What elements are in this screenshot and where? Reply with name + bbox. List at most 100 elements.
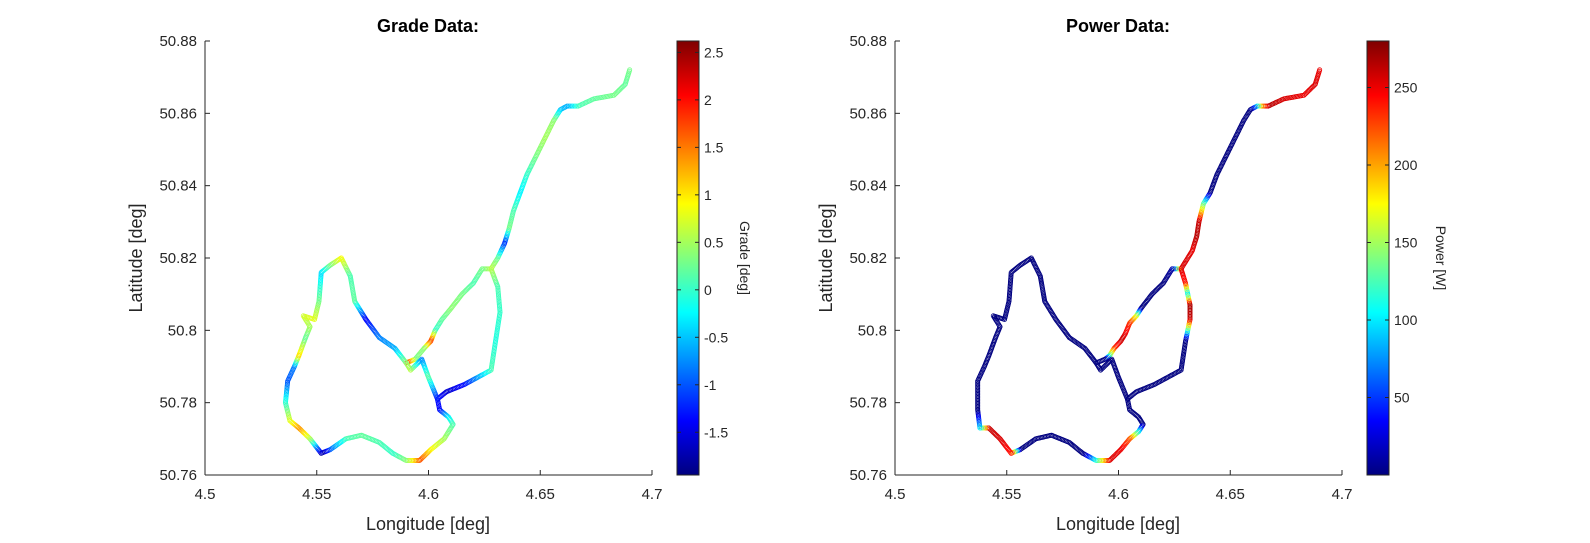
data-point (1018, 261, 1024, 267)
data-point (1023, 258, 1029, 264)
colorbar-tick-label: 50 (1394, 390, 1410, 406)
data-point (333, 258, 339, 264)
x-tick-label: 4.55 (302, 486, 331, 503)
data-point (496, 300, 502, 306)
colorbar-label: Grade [deg] (737, 221, 753, 295)
y-tick-label: 50.78 (159, 395, 197, 412)
data-point (327, 262, 333, 268)
data-point (496, 297, 502, 303)
y-tick-label: 50.88 (159, 33, 197, 50)
axes: 4.5 4.55 4.6 4.65 4.7 50.76 50.78 50.8 50.82 50.8… (159, 33, 662, 503)
axes: 4.5 4.55 4.6 4.65 4.7 50.76 50.78 50.8 50.82 50.8… (849, 33, 1352, 503)
x-tick-label: 4.5 (885, 486, 906, 503)
data-point (495, 289, 501, 295)
y-tick-label: 50.86 (849, 105, 887, 122)
power-chart: Power Data: 4.5 4.55 4.6 4.65 4.7 50.76 50.78 5… (816, 16, 1449, 534)
data-point (328, 446, 334, 452)
chart-title: Grade Data: (377, 16, 479, 36)
colorbar-label: Power [W] (1433, 226, 1449, 291)
y-tick-label: 50.82 (159, 250, 197, 267)
data-point (497, 308, 503, 314)
chart-title: Power Data: (1066, 16, 1170, 36)
data-point (612, 91, 618, 97)
data-point (975, 379, 981, 385)
data-point (575, 103, 581, 109)
y-tick-label: 50.84 (159, 178, 197, 195)
data-point (496, 293, 502, 299)
data-point (335, 257, 341, 263)
data-point (1256, 103, 1262, 109)
data-point (570, 103, 576, 109)
y-tick-label: 50.76 (849, 467, 887, 484)
data-point (328, 261, 334, 267)
colorbar-tick-label: 250 (1394, 80, 1418, 96)
data-point (567, 103, 573, 109)
colorbar-tick-label: 0.5 (704, 234, 724, 250)
data-point (1022, 259, 1028, 265)
data-point (332, 259, 338, 265)
grade-chart: Grade Data: 4.5 4.55 4.6 4.65 4.7 50.76 50.78 5… (126, 16, 753, 534)
colorbar-tick-label: 2.5 (704, 44, 724, 60)
y-tick-label: 50.8 (168, 322, 197, 339)
data-point (496, 301, 502, 307)
x-tick-label: 4.55 (992, 486, 1021, 503)
data-point (405, 458, 411, 464)
colorbar-tick-label: 1 (704, 187, 712, 203)
data-point (495, 284, 501, 290)
colorbar: 50 100 150 200 250 (1366, 40, 1418, 476)
data-point (495, 287, 501, 293)
colorbar-tick-label: -1.5 (704, 424, 728, 440)
data-point (496, 298, 502, 304)
x-tick-label: 4.5 (195, 486, 216, 503)
colorbar-tick-label: -0.5 (704, 329, 728, 345)
x-tick-label: 4.7 (642, 486, 663, 503)
data-point (1068, 440, 1074, 446)
data-point (1025, 257, 1031, 263)
scatter-points (975, 67, 1323, 464)
colorbar: -1.5 -1 -0.5 0 0.5 1 1.5 2 2.5 (676, 40, 728, 476)
colorbar-tick-label: 200 (1394, 157, 1418, 173)
colorbar-tick-label: 2 (704, 92, 712, 108)
x-tick-label: 4.6 (1108, 486, 1129, 503)
data-point (569, 103, 575, 109)
y-axis-label: Latitude [deg] (126, 203, 146, 312)
data-point (331, 260, 337, 266)
data-point (1018, 446, 1024, 452)
data-point (495, 292, 501, 298)
y-tick-label: 50.86 (159, 105, 197, 122)
data-point (495, 290, 501, 296)
y-tick-label: 50.76 (159, 467, 197, 484)
data-point (574, 103, 580, 109)
colorbar-tick-label: 1.5 (704, 139, 724, 155)
y-tick-label: 50.82 (849, 250, 887, 267)
colorbar-tick-label: 100 (1394, 312, 1418, 328)
data-point (1095, 458, 1101, 464)
colorbar-gradient (676, 40, 700, 476)
y-tick-label: 50.78 (849, 395, 887, 412)
data-point (1124, 396, 1130, 402)
y-tick-label: 50.8 (858, 322, 887, 339)
data-point (496, 303, 502, 309)
colorbar-tick-label: 0 (704, 282, 712, 298)
data-point (1187, 315, 1193, 321)
data-point (497, 306, 503, 312)
colorbar-tick-label: 150 (1394, 235, 1418, 251)
x-axis-label: Longitude [deg] (366, 514, 490, 534)
x-tick-label: 4.65 (1216, 486, 1245, 503)
colorbar-gradient (1366, 40, 1390, 476)
data-point (566, 103, 572, 109)
data-point (497, 304, 503, 310)
x-tick-label: 4.6 (418, 486, 439, 503)
data-point (495, 286, 501, 292)
y-tick-label: 50.88 (849, 33, 887, 50)
data-point (1020, 261, 1026, 267)
data-point (434, 396, 440, 402)
data-point (378, 440, 384, 446)
x-tick-label: 4.7 (1332, 486, 1353, 503)
data-point (496, 295, 502, 301)
data-point (1021, 260, 1027, 266)
x-axis-label: Longitude [deg] (1056, 514, 1180, 534)
data-point (330, 261, 336, 267)
x-tick-label: 4.65 (526, 486, 555, 503)
